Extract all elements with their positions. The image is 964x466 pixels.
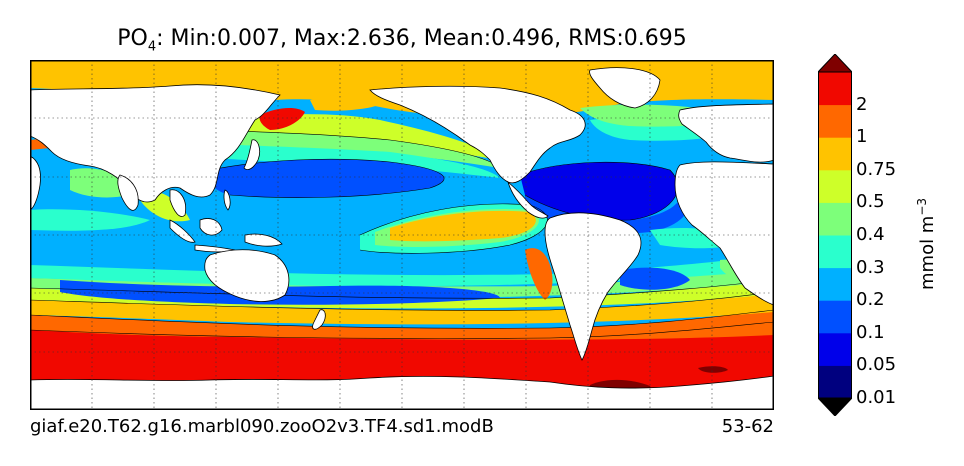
- land-eurasia-east: [30, 84, 281, 203]
- colorbar-outline: [818, 71, 852, 399]
- land-africa-horn: [30, 155, 41, 211]
- land-india: [117, 174, 139, 211]
- land-indochina: [169, 189, 187, 217]
- unit-text: mmol m: [917, 216, 938, 290]
- south-atlantic-blue: [620, 267, 690, 290]
- map-title: PO4: Min:0.007, Max:2.636, Mean:0.496, R…: [30, 26, 774, 54]
- colorbar-tick-label: 0.3: [856, 256, 885, 278]
- colorbar-segment: [818, 332, 852, 366]
- equatorial-yellow: [390, 210, 536, 242]
- title-variable-subscript: 4: [147, 39, 157, 55]
- land-north-america: [369, 85, 586, 184]
- north-pacific-blue: [208, 159, 445, 198]
- land-africa: [674, 161, 774, 306]
- colorbar-tick-label: 0.5: [856, 191, 885, 213]
- unit-exponent: −3: [915, 198, 929, 216]
- colorbar-tick-label: 0.2: [856, 289, 885, 311]
- map-border: [30, 60, 774, 410]
- indian-ocean-cyan: [30, 209, 150, 231]
- title-stats: : Min:0.007, Max:2.636, Mean:0.496, RMS:…: [156, 26, 687, 51]
- colorbar-unit-label: mmol m−3: [915, 198, 938, 290]
- okhotsk-red: [259, 108, 305, 130]
- land-central-america: [507, 180, 549, 219]
- bering-yellow: [310, 93, 390, 111]
- colorbar-segment: [818, 137, 852, 171]
- year-range: 53-62: [721, 416, 774, 437]
- colorbar-segment: [818, 72, 852, 106]
- colorbar-tick-label: 0.05: [856, 354, 897, 376]
- colorbar-tick-label: 0.75: [856, 158, 897, 180]
- land-sumatra: [169, 219, 196, 243]
- colorbar-segment: [818, 267, 852, 301]
- land-new-guinea: [244, 233, 283, 247]
- land-borneo: [199, 218, 223, 236]
- peru-upwelling-orange: [525, 248, 553, 300]
- colorbar-segment: [818, 104, 852, 138]
- antarctic-darkred-small: [698, 366, 728, 373]
- colorbar-segment: [818, 202, 852, 236]
- colorbar-tick-label: 0.4: [856, 224, 885, 245]
- ocean-map: [30, 60, 774, 410]
- contour-lines: [30, 129, 774, 339]
- colorbar-tick-label: 0.01: [856, 387, 897, 408]
- north-pacific-lightgreen: [210, 130, 500, 168]
- colorbar-tick-label: 0.1: [856, 321, 885, 343]
- colorbar-tick-label: 2: [856, 93, 868, 115]
- colorbar-segment: [818, 169, 852, 203]
- colorbar-tick-label: 1: [856, 126, 868, 148]
- land-australia: [204, 249, 290, 302]
- svg-text:mmol m−3: mmol m−3: [915, 198, 938, 290]
- title-variable: PO: [117, 26, 148, 51]
- colorbar-segment: [818, 365, 852, 399]
- land-philippines: [223, 189, 231, 211]
- land-south-america: [544, 212, 642, 361]
- colorbar-extend-min: [818, 397, 852, 416]
- colorbar: [818, 54, 852, 416]
- land-japan: [243, 139, 260, 170]
- land-new-zealand: [312, 309, 326, 330]
- case-name: giaf.e20.T62.g16.marbl090.zooO2v3.TF4.sd…: [30, 416, 494, 437]
- colorbar-extend-max: [818, 54, 852, 73]
- colorbar-segment: [818, 235, 852, 269]
- land-greenland: [589, 67, 661, 109]
- colorbar-segment: [818, 300, 852, 334]
- land-europe: [678, 103, 774, 163]
